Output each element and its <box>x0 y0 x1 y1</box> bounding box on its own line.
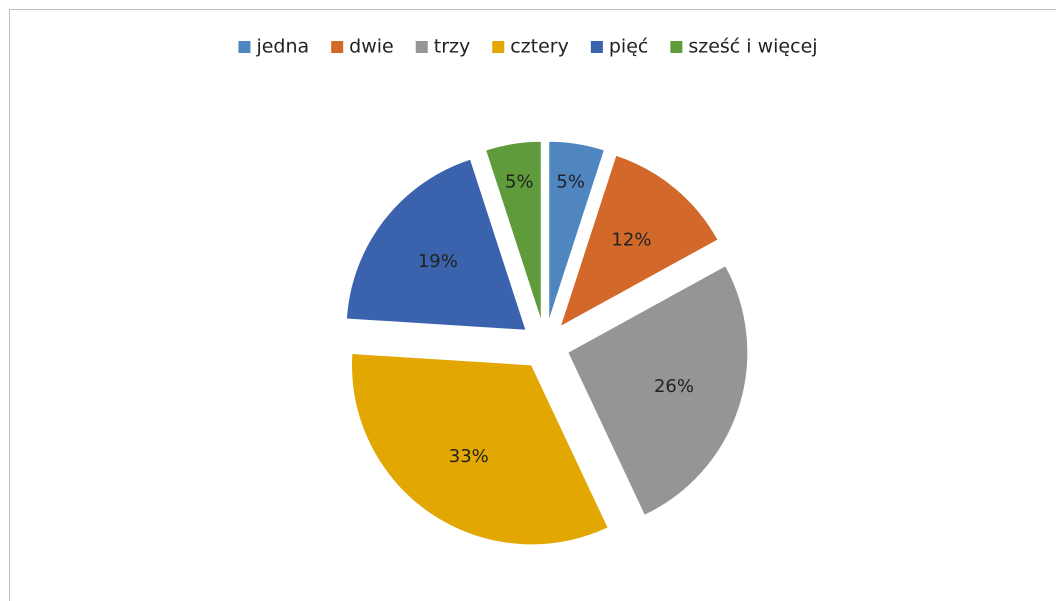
data-label: 33% <box>449 446 489 467</box>
pie-slice <box>351 353 609 546</box>
pie-slice <box>567 265 749 516</box>
data-label: 26% <box>654 376 694 397</box>
legend-swatch <box>331 41 344 53</box>
legend-label: cztery <box>510 36 569 58</box>
legend-label: sześć i więcej <box>688 36 817 58</box>
legend-swatch <box>415 41 428 53</box>
legend-label: trzy <box>434 36 470 58</box>
legend-swatch <box>590 41 603 53</box>
legend-label: pięć <box>609 36 648 58</box>
pie-slice <box>559 154 719 328</box>
pie-slice <box>548 140 606 322</box>
legend-label: dwie <box>349 36 394 58</box>
pie-slice <box>345 158 527 331</box>
legend-label: jedna <box>255 36 309 58</box>
pie-slice <box>484 140 542 322</box>
chart-border <box>9 9 1056 601</box>
data-label: 5% <box>505 172 534 193</box>
data-label: 19% <box>418 251 458 272</box>
data-label: 12% <box>611 230 651 251</box>
legend-swatch <box>492 41 505 53</box>
legend-swatch <box>670 41 683 53</box>
legend-swatch <box>238 41 251 53</box>
data-label: 5% <box>556 172 585 193</box>
